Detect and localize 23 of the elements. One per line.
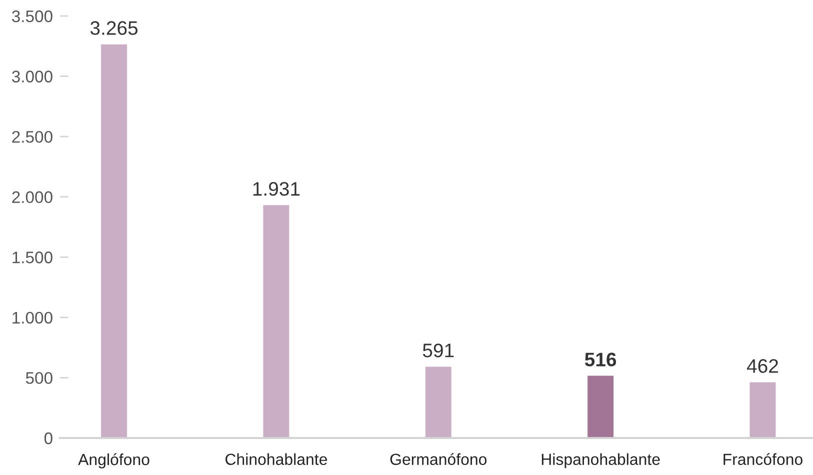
y-tick-label: 1.500 xyxy=(12,252,52,264)
bar xyxy=(101,44,127,438)
x-tick-label: Hispanohablante xyxy=(542,453,660,468)
data-label: 462 xyxy=(746,359,778,373)
y-tick-label: 0 xyxy=(44,432,52,444)
data-label: 1.931 xyxy=(253,182,300,196)
bar xyxy=(425,366,452,438)
y-tick-label: 3.500 xyxy=(12,10,52,22)
y-tick-label: 500 xyxy=(26,372,52,384)
y-tick-label: 2.500 xyxy=(12,130,52,143)
y-tick-label: 1.000 xyxy=(12,312,52,324)
data-label: 3.265 xyxy=(90,21,138,35)
x-tick-label: Francófono xyxy=(724,453,802,466)
bar xyxy=(750,382,776,438)
bar xyxy=(263,205,290,438)
x-tick-label: Germanófono xyxy=(390,453,487,466)
bar xyxy=(588,376,614,438)
y-tick-label: 2.000 xyxy=(12,191,52,204)
data-label: 591 xyxy=(422,344,454,358)
y-tick-label: 3.000 xyxy=(12,70,52,82)
x-tick-label: Chinohablante xyxy=(225,453,327,466)
x-tick-label: Anglófono xyxy=(78,453,150,468)
data-label: 516 xyxy=(584,352,616,366)
